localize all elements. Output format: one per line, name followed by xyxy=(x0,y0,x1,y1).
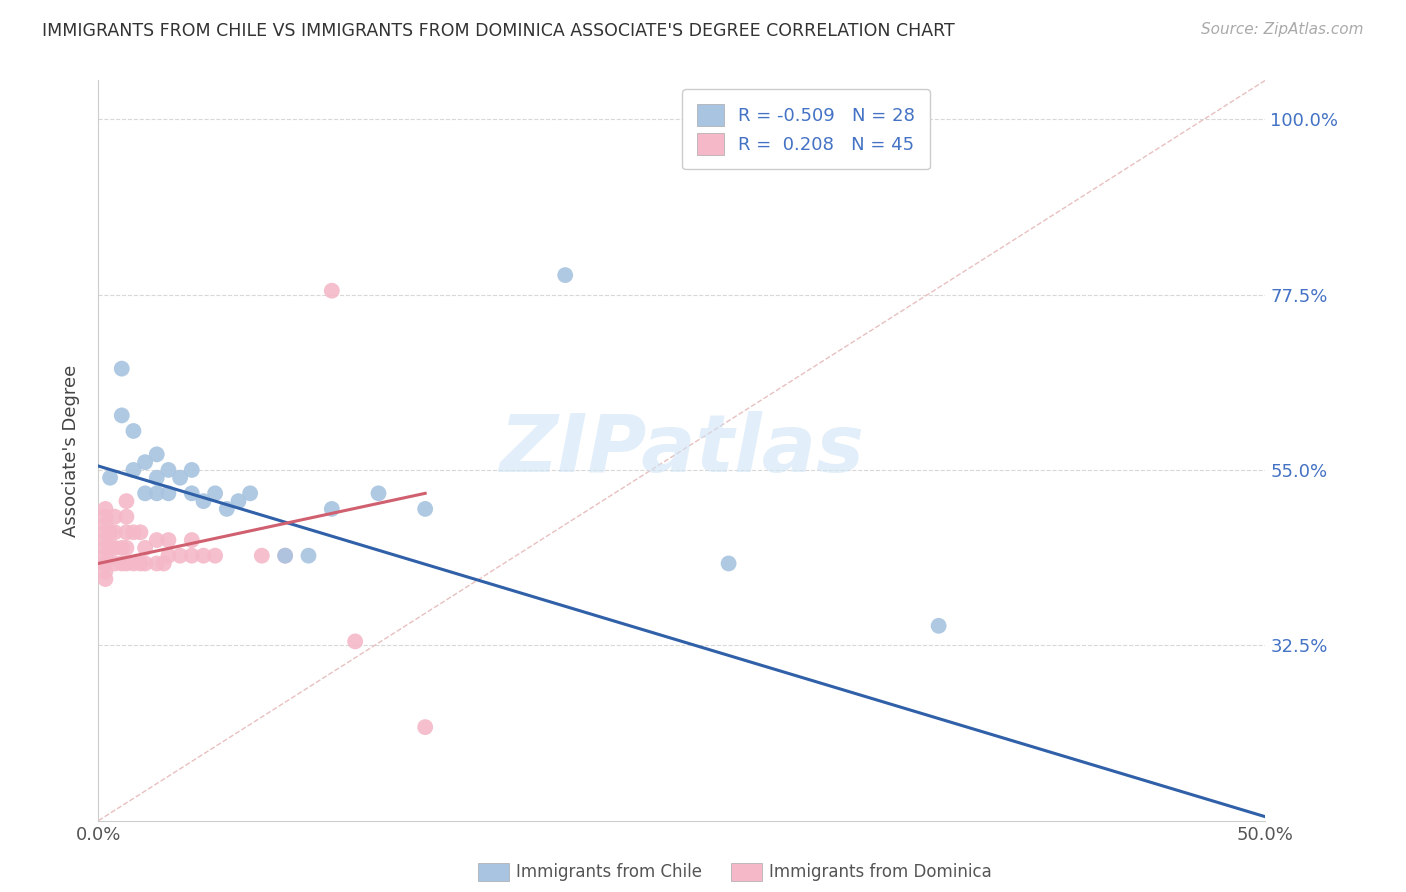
Text: IMMIGRANTS FROM CHILE VS IMMIGRANTS FROM DOMINICA ASSOCIATE'S DEGREE CORRELATION: IMMIGRANTS FROM CHILE VS IMMIGRANTS FROM… xyxy=(42,22,955,40)
Point xyxy=(157,533,180,547)
Point xyxy=(111,361,134,376)
Point xyxy=(157,549,180,563)
Point xyxy=(134,486,156,500)
Point xyxy=(204,486,226,500)
Point xyxy=(134,541,156,555)
Point xyxy=(129,525,152,540)
Point xyxy=(367,486,389,500)
Point xyxy=(94,557,117,571)
Point xyxy=(321,502,343,516)
Point xyxy=(115,509,138,524)
Point xyxy=(122,463,145,477)
Point xyxy=(94,564,117,578)
Point xyxy=(180,463,202,477)
Point xyxy=(111,557,134,571)
Point xyxy=(344,634,367,648)
Point xyxy=(122,525,145,540)
Point xyxy=(169,471,191,485)
Point xyxy=(146,471,169,485)
Point xyxy=(413,502,436,516)
Point xyxy=(115,541,138,555)
Point xyxy=(239,486,262,500)
Point xyxy=(115,525,138,540)
Point xyxy=(115,557,138,571)
Point xyxy=(94,572,117,586)
Point xyxy=(146,447,169,461)
Point xyxy=(98,471,121,485)
Point xyxy=(111,409,134,423)
Point xyxy=(146,486,169,500)
Point xyxy=(297,549,319,563)
Point xyxy=(94,525,117,540)
Point xyxy=(94,557,117,571)
Point xyxy=(146,533,169,547)
Point xyxy=(228,494,250,508)
Point xyxy=(98,525,121,540)
Point xyxy=(204,549,226,563)
Point xyxy=(94,502,117,516)
Point xyxy=(94,549,117,563)
Point xyxy=(180,533,202,547)
Point xyxy=(193,549,215,563)
Point xyxy=(104,557,127,571)
Point xyxy=(104,509,127,524)
Point xyxy=(104,525,127,540)
Point xyxy=(215,502,238,516)
Point xyxy=(554,268,576,282)
Point xyxy=(111,541,134,555)
Text: Source: ZipAtlas.com: Source: ZipAtlas.com xyxy=(1201,22,1364,37)
Point xyxy=(157,463,180,477)
Point xyxy=(274,549,297,563)
Point xyxy=(94,509,117,524)
Point xyxy=(157,486,180,500)
Text: Immigrants from Chile: Immigrants from Chile xyxy=(516,863,702,881)
Point xyxy=(94,533,117,547)
Point xyxy=(152,557,174,571)
Point xyxy=(180,486,202,500)
Point xyxy=(94,541,117,555)
Point xyxy=(274,549,297,563)
Point xyxy=(250,549,273,563)
Point xyxy=(122,424,145,438)
Point xyxy=(104,541,127,555)
Point xyxy=(134,455,156,469)
Text: Immigrants from Dominica: Immigrants from Dominica xyxy=(769,863,991,881)
Point xyxy=(115,494,138,508)
Point xyxy=(321,284,343,298)
Legend: R = -0.509   N = 28, R =  0.208   N = 45: R = -0.509 N = 28, R = 0.208 N = 45 xyxy=(682,89,929,169)
Point xyxy=(169,549,191,563)
Point xyxy=(129,557,152,571)
Point xyxy=(180,549,202,563)
Point xyxy=(134,557,156,571)
Point xyxy=(717,557,740,571)
Point xyxy=(928,619,950,633)
Y-axis label: Associate's Degree: Associate's Degree xyxy=(62,364,80,537)
Point xyxy=(98,541,121,555)
Point xyxy=(122,557,145,571)
Point xyxy=(193,494,215,508)
Point xyxy=(413,720,436,734)
Text: ZIPatlas: ZIPatlas xyxy=(499,411,865,490)
Point xyxy=(94,517,117,532)
Point xyxy=(146,557,169,571)
